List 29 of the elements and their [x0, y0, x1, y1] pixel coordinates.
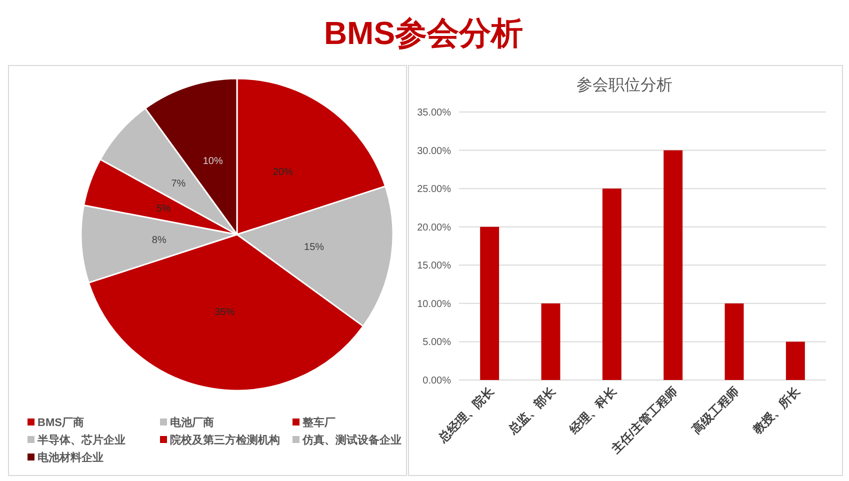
x-tick-label: 高级工程师: [689, 384, 742, 437]
y-tick-label: 35.00%: [417, 108, 452, 118]
legend-label: 电池材料企业: [38, 451, 104, 464]
y-tick-label: 15.00%: [417, 260, 452, 272]
y-tick-label: 10.00%: [417, 298, 452, 310]
data-label: 15%: [304, 242, 324, 254]
x-tick-label: 经理、科长: [566, 384, 620, 438]
y-tick-label: 30.00%: [417, 146, 452, 157]
y-tick-label: 25.00%: [417, 184, 452, 196]
data-label: 10%: [202, 156, 224, 167]
legend-label: 电池厂商: [170, 416, 214, 430]
x-tick-label: 教授、所长: [750, 384, 804, 438]
y-tick-label: 20.00%: [417, 222, 452, 234]
legend-label: 半导体、芯片企业: [36, 434, 126, 447]
legend-label: 仿真、测试设备企业: [302, 434, 402, 447]
x-tick-label: 总经理、院长: [435, 384, 498, 446]
y-tick-label: 0.00%: [422, 376, 452, 386]
data-label: 8%: [152, 234, 166, 246]
chart-title: BMS参会分析: [324, 15, 524, 51]
data-label: 35%: [214, 307, 235, 318]
legend-label: 整车厂: [302, 416, 336, 430]
data-label: 20%: [272, 166, 293, 178]
legend-label: 院校及第三方检测机构: [170, 434, 280, 447]
data-label: 7%: [171, 178, 186, 190]
chart-title: 参会职位分析: [576, 76, 672, 94]
y-tick-label: 5.00%: [422, 337, 452, 348]
x-tick-label: 总监、部长: [504, 384, 559, 438]
legend-label: BMS厂商: [38, 416, 84, 430]
data-label: 5%: [156, 204, 171, 215]
